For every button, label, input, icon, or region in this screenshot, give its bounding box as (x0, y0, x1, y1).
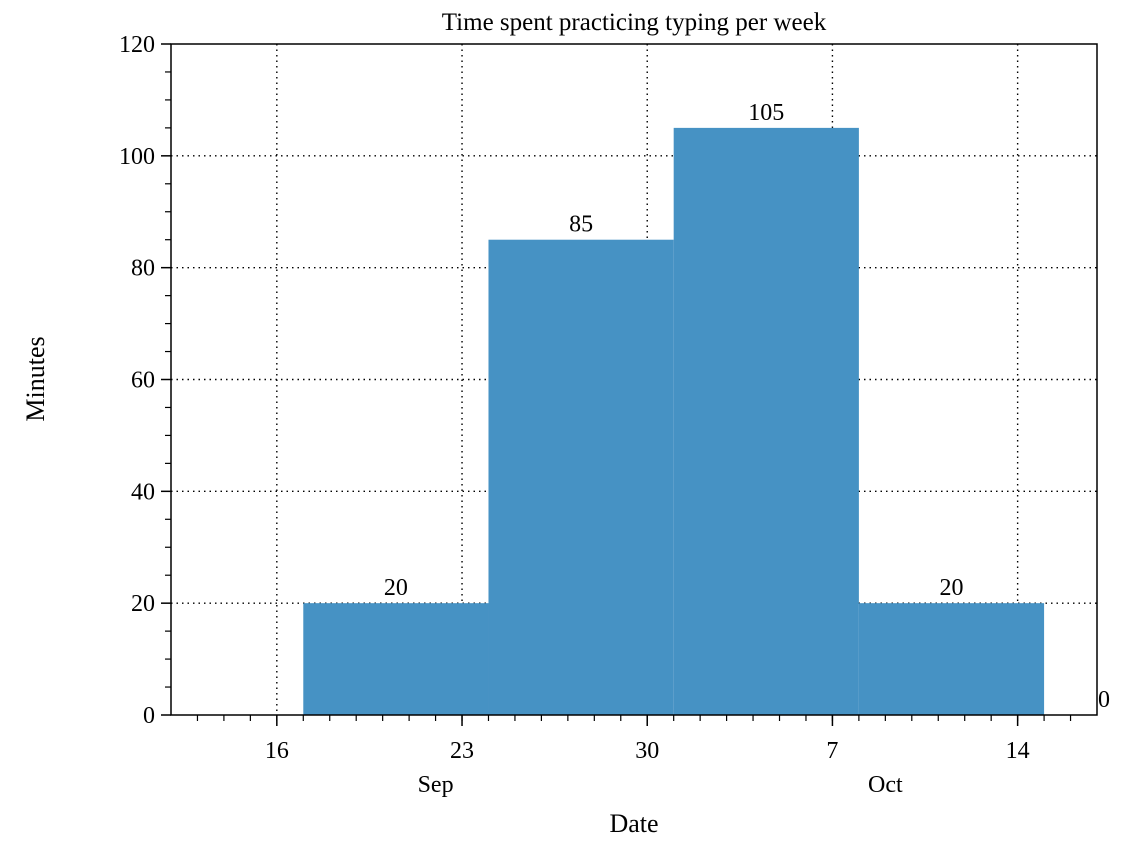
x-tick-label: 23 (450, 738, 474, 764)
y-tick-label: 0 (143, 703, 155, 729)
histogram-bar (303, 603, 489, 715)
bar-value-label: 105 (748, 100, 784, 126)
bar-value-label: 0 (1098, 687, 1110, 713)
x-tick-label: 7 (826, 738, 838, 764)
x-tick-label: 16 (265, 738, 289, 764)
histogram-bar (673, 127, 859, 715)
y-tick-label: 20 (131, 591, 155, 617)
x-month-label: Oct (868, 772, 903, 798)
x-tick-label: 30 (635, 738, 659, 764)
data-labels: 20 85 105 20 0 (384, 100, 1110, 713)
bar-value-label: 20 (384, 575, 408, 601)
x-tick-label: 14 (1006, 738, 1030, 764)
y-tick-label: 100 (119, 144, 155, 170)
bar-value-label: 85 (569, 212, 593, 238)
histogram-bar (858, 603, 1045, 715)
x-axis-label: Date (609, 809, 658, 838)
chart-title: Time spent practicing typing per week (442, 9, 827, 36)
bar-value-label: 20 (939, 575, 963, 601)
y-tick-label: 80 (131, 256, 155, 282)
histogram-bar (488, 239, 674, 716)
x-month-label: Sep (418, 772, 454, 798)
y-tick-label: 120 (119, 32, 155, 58)
bars (303, 127, 1045, 716)
y-tick-label: 60 (131, 368, 155, 394)
y-axis-label: Minutes (21, 336, 50, 421)
axis-ticks: 0 20 40 60 80 100 120 16 23 30 7 14 Sep Oct (119, 32, 1072, 798)
y-tick-label: 40 (131, 479, 155, 505)
